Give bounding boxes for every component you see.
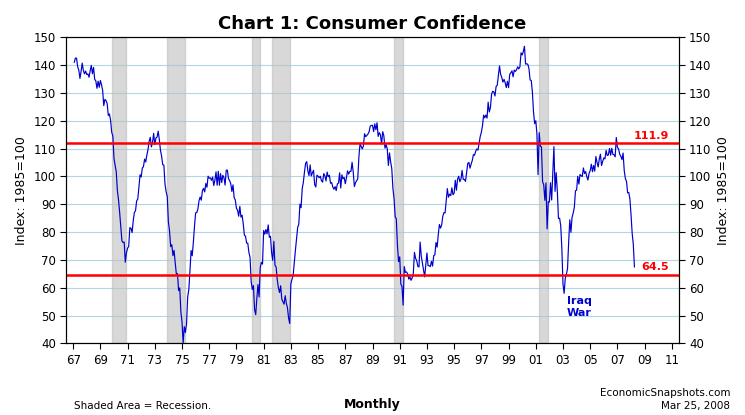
Text: 111.9: 111.9 [634, 131, 669, 141]
Text: 64.5: 64.5 [641, 262, 669, 272]
Text: Shaded Area = Recession.: Shaded Area = Recession. [74, 401, 212, 411]
Y-axis label: Index: 1985=100: Index: 1985=100 [15, 136, 28, 245]
Bar [168, 37, 186, 343]
Bar [253, 37, 260, 343]
Y-axis label: Index: 1985=100: Index: 1985=100 [717, 136, 730, 245]
Text: Monthly: Monthly [344, 398, 401, 411]
Bar [539, 37, 548, 343]
Title: Chart 1: Consumer Confidence: Chart 1: Consumer Confidence [218, 15, 527, 33]
Bar [271, 37, 290, 343]
Text: EconomicSnapshots.com
Mar 25, 2008: EconomicSnapshots.com Mar 25, 2008 [600, 388, 730, 411]
Bar [394, 37, 403, 343]
Bar [112, 37, 127, 343]
Text: Iraq
War: Iraq War [567, 296, 592, 318]
